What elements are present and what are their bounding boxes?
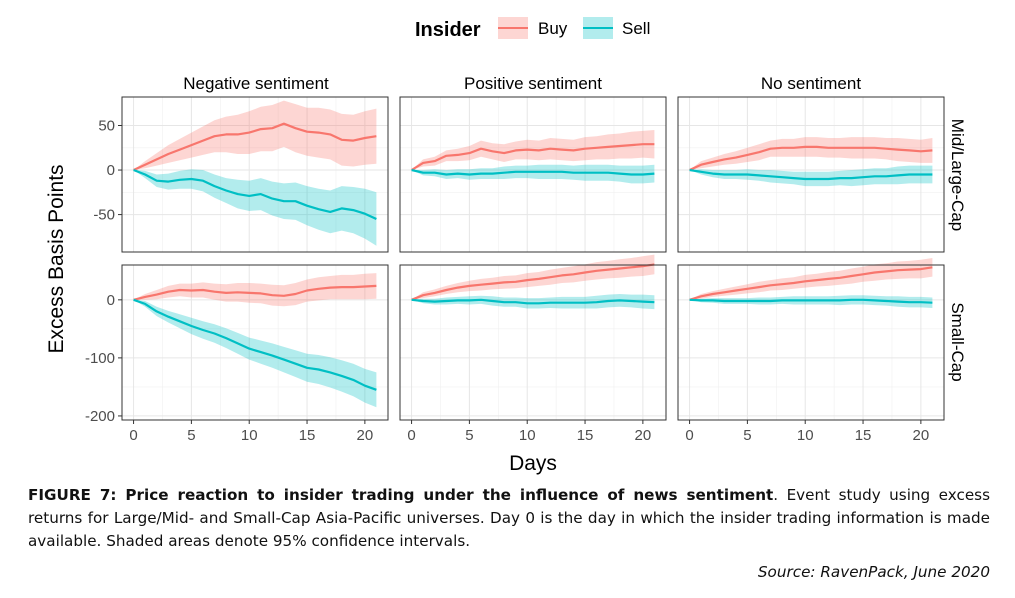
column-label-positive: Positive sentiment bbox=[464, 74, 602, 93]
figure-caption: FIGURE 7: Price reaction to insider trad… bbox=[28, 484, 990, 553]
series-line-sell bbox=[411, 168, 655, 176]
series-line-buy bbox=[411, 143, 655, 171]
series-line-sell bbox=[133, 298, 377, 391]
series-line-buy bbox=[689, 266, 933, 301]
x-tick-label: 0 bbox=[685, 427, 693, 444]
y-axis-title: Excess Basis Points bbox=[45, 164, 68, 353]
legend-title: Insider bbox=[415, 19, 481, 41]
series-line-buy bbox=[133, 122, 377, 171]
x-tick-label: 5 bbox=[187, 427, 195, 444]
panel-background bbox=[122, 97, 388, 252]
ci-band-sell bbox=[133, 169, 377, 246]
ci-band-buy bbox=[133, 273, 377, 307]
x-tick-label: 10 bbox=[797, 427, 814, 444]
panel-small-cap-positive-sentiment: 0 5 10 15 20 bbox=[399, 254, 667, 444]
y-tick-label: -200 bbox=[85, 408, 115, 425]
panel-border bbox=[399, 96, 667, 253]
panel-small-cap-no-sentiment: 0 5 10 15 20 bbox=[677, 258, 945, 444]
row-label-midlarge: Mid/Large-Cap bbox=[948, 119, 967, 231]
y-tick-label: 0 bbox=[107, 162, 115, 179]
y-tick-label: 50 bbox=[98, 118, 115, 135]
column-label-none: No sentiment bbox=[761, 74, 861, 93]
panel-mid-large-cap-positive-sentiment bbox=[399, 96, 667, 253]
legend-buy-label: Buy bbox=[538, 19, 568, 38]
x-tick-label: 15 bbox=[299, 427, 316, 444]
panel-mid-large-cap-no-sentiment bbox=[677, 96, 945, 253]
x-tick-label: 10 bbox=[241, 427, 258, 444]
series-line-buy bbox=[689, 145, 933, 171]
x-tick-label: 15 bbox=[577, 427, 594, 444]
ci-band-buy bbox=[689, 137, 933, 170]
faceted-line-chart: Insider Buy Sell Negative sentiment Posi… bbox=[45, 17, 967, 475]
panel-border bbox=[399, 264, 667, 421]
y-tick-label: -100 bbox=[85, 350, 115, 367]
y-tick-label: 0 bbox=[107, 292, 115, 309]
x-tick-label: 20 bbox=[357, 427, 374, 444]
x-tick-label: 20 bbox=[913, 427, 930, 444]
series-line-sell bbox=[689, 168, 933, 181]
x-axis-title: Days bbox=[509, 452, 557, 475]
panel-small-cap-negative-sentiment: 0 -100 -200 0 5 10 15 20 bbox=[85, 264, 389, 444]
ci-band-sell bbox=[689, 295, 933, 308]
ci-band-sell bbox=[411, 294, 655, 310]
x-tick-label: 20 bbox=[635, 427, 652, 444]
caption-rest: . Event study using excess returns for L… bbox=[28, 486, 990, 550]
x-tick-label: 0 bbox=[129, 427, 137, 444]
x-tick-label: 5 bbox=[743, 427, 751, 444]
legend-key-sell: Sell bbox=[583, 17, 650, 39]
column-label-negative: Negative sentiment bbox=[183, 74, 329, 93]
panel-border bbox=[121, 264, 389, 421]
row-label-small: Small-Cap bbox=[948, 302, 967, 381]
series-line-buy bbox=[411, 263, 655, 301]
panel-background bbox=[122, 265, 388, 420]
source-note: Source: RavenPack, June 2020 bbox=[757, 563, 990, 581]
series-line-sell bbox=[689, 298, 933, 304]
legend-key-buy: Buy bbox=[498, 17, 568, 39]
series-line-buy bbox=[133, 284, 377, 301]
panel-border bbox=[677, 264, 945, 421]
legend: Insider Buy Sell bbox=[415, 17, 650, 41]
panel-mid-large-cap-negative-sentiment: 50 0 -50 bbox=[93, 96, 389, 253]
x-tick-label: 15 bbox=[855, 427, 872, 444]
caption-bold: FIGURE 7: Price reaction to insider trad… bbox=[28, 486, 774, 504]
ci-band-sell bbox=[411, 164, 655, 184]
ci-band-sell bbox=[689, 165, 933, 187]
series-line-sell bbox=[133, 168, 377, 220]
x-tick-label: 0 bbox=[407, 427, 415, 444]
ci-band-buy bbox=[133, 100, 377, 170]
ci-band-buy bbox=[411, 254, 655, 300]
panel-border bbox=[677, 96, 945, 253]
panel-border bbox=[121, 96, 389, 253]
panels: 50 0 -50 0 -100 -200 0 5 10 15 20 0 5 10 15 20 0 5 10 15 20 bbox=[85, 96, 945, 444]
panel-background bbox=[678, 265, 944, 420]
series-line-sell bbox=[411, 298, 655, 305]
y-tick-label: -50 bbox=[93, 207, 115, 224]
x-tick-label: 10 bbox=[519, 427, 536, 444]
x-tick-label: 5 bbox=[465, 427, 473, 444]
legend-sell-label: Sell bbox=[622, 19, 650, 38]
